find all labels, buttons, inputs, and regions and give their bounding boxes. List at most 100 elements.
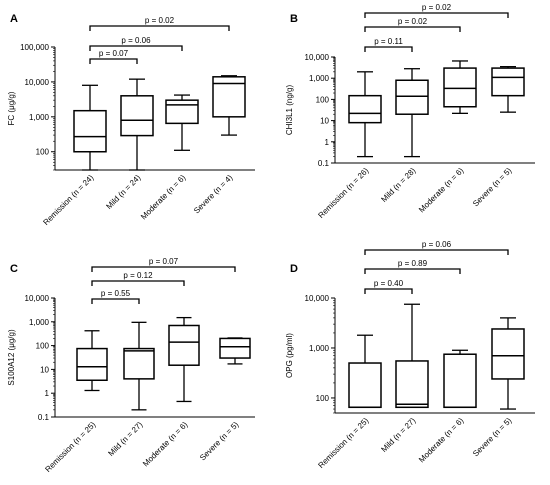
bracket-line bbox=[91, 298, 140, 304]
box-1 bbox=[348, 334, 382, 409]
bracket-line bbox=[89, 45, 183, 51]
box-iqr bbox=[443, 353, 477, 409]
y-tick-label: 0.1 bbox=[318, 159, 330, 168]
y-tick-label: 1 bbox=[45, 389, 50, 398]
x-category-label: Mild (n = 27) bbox=[106, 420, 144, 458]
comparison-bracket: p = 0.07 bbox=[91, 257, 236, 272]
box-3 bbox=[168, 316, 200, 403]
comparison-bracket: p = 0.89 bbox=[364, 259, 461, 274]
x-category-label: Severe (n = 5) bbox=[471, 166, 514, 209]
x-category-label: Mild (n = 27) bbox=[379, 416, 417, 454]
y-tick-label: 1 bbox=[325, 138, 330, 147]
box-iqr bbox=[348, 94, 382, 124]
panel-letter: B bbox=[290, 13, 298, 25]
comparison-bracket: p = 0.06 bbox=[89, 36, 183, 51]
x-category-label: Remission (n = 25) bbox=[316, 416, 370, 470]
x-category-label: Mild (n = 28) bbox=[379, 166, 417, 204]
y-tick-label: 100 bbox=[36, 342, 50, 351]
y-tick-label: 1,000 bbox=[29, 318, 50, 327]
y-tick-label: 10,000 bbox=[305, 294, 330, 303]
box-1 bbox=[348, 71, 382, 158]
x-category-label: Severe (n = 4) bbox=[192, 173, 235, 216]
comparison-bracket: p = 0.02 bbox=[364, 17, 461, 32]
box-iqr bbox=[168, 324, 200, 366]
p-value-label: p = 0.11 bbox=[374, 37, 403, 46]
p-value-label: p = 0.40 bbox=[374, 279, 404, 288]
comparison-bracket: p = 0.55 bbox=[91, 289, 140, 304]
bracket-line bbox=[364, 249, 509, 255]
box-2 bbox=[395, 68, 429, 158]
bracket-line bbox=[91, 280, 185, 286]
box-2 bbox=[123, 321, 155, 411]
y-axis-label: FC (μg/g) bbox=[7, 91, 16, 125]
x-category-label: Mild (n = 24) bbox=[104, 173, 142, 211]
box-iqr bbox=[73, 109, 107, 153]
box-4 bbox=[212, 75, 246, 136]
p-value-label: p = 0.06 bbox=[121, 36, 151, 45]
panel-d: D 100 1,000 10,000 OPG (pg/ml) Remission (n =… bbox=[285, 240, 535, 470]
y-tick-label: 1,000 bbox=[309, 344, 330, 353]
p-value-label: p = 0.07 bbox=[99, 49, 129, 58]
box-iqr bbox=[491, 67, 525, 97]
x-category-label: Severe (n = 5) bbox=[471, 416, 514, 459]
box-4 bbox=[491, 317, 525, 410]
p-value-label: p = 0.06 bbox=[422, 240, 452, 249]
y-axis-label: OPG (pg/ml) bbox=[285, 333, 294, 378]
box-iqr bbox=[120, 95, 154, 137]
comparison-bracket: p = 0.40 bbox=[364, 279, 413, 294]
y-tick-label: 1,000 bbox=[309, 74, 330, 83]
y-tick-label: 10 bbox=[40, 365, 49, 374]
bracket-line bbox=[91, 266, 236, 272]
box-iqr bbox=[395, 360, 429, 409]
y-tick-label: 10 bbox=[320, 117, 329, 126]
y-tick-label: 0.1 bbox=[38, 413, 50, 422]
y-tick-label: 100 bbox=[36, 148, 50, 157]
box-iqr bbox=[395, 79, 429, 115]
box-3 bbox=[165, 94, 199, 151]
y-tick-label: 10,000 bbox=[25, 78, 50, 87]
x-category-label: Remission (n = 24) bbox=[41, 173, 95, 227]
comparison-bracket: p = 0.11 bbox=[364, 37, 413, 52]
y-tick-label: 100 bbox=[316, 95, 330, 104]
p-value-label: p = 0.02 bbox=[398, 17, 428, 26]
panel-b: B 0.1 1 10 100 1,000 10,000 CHI3L1 (ng/g) Remiss… bbox=[285, 3, 535, 220]
p-value-label: p = 0.55 bbox=[101, 289, 131, 298]
panel-c: C 0.1 1 10 100 1,000 10,000 S100A12 (μg/g) Remis… bbox=[7, 257, 255, 474]
y-tick-label: 10,000 bbox=[305, 53, 330, 62]
x-category-label: Moderate (n = 6) bbox=[139, 173, 188, 222]
comparison-bracket: p = 0.12 bbox=[91, 271, 185, 286]
bracket-line bbox=[89, 58, 138, 64]
panel-a: A 100 1,000 10,000 100,000 FC (μg/g) Remission… bbox=[7, 13, 255, 227]
box-iqr bbox=[348, 362, 382, 409]
y-tick-label: 1,000 bbox=[29, 113, 50, 122]
x-category-label: Remission (n = 25) bbox=[43, 420, 97, 474]
p-value-label: p = 0.02 bbox=[422, 3, 452, 12]
box-iqr bbox=[219, 337, 251, 359]
bracket-line bbox=[364, 26, 461, 32]
box-3 bbox=[443, 60, 477, 114]
y-tick-label: 10,000 bbox=[25, 294, 50, 303]
panel-letter: A bbox=[10, 13, 18, 25]
panel-letter: D bbox=[290, 263, 298, 275]
p-value-label: p = 0.07 bbox=[149, 257, 179, 266]
box-3 bbox=[443, 349, 477, 409]
y-axis-label: CHI3L1 (ng/g) bbox=[285, 85, 294, 136]
box-4 bbox=[491, 66, 525, 113]
box-1 bbox=[76, 330, 108, 392]
box-iqr bbox=[165, 99, 199, 125]
box-iqr bbox=[76, 347, 108, 382]
y-tick-label: 100 bbox=[316, 394, 330, 403]
box-iqr bbox=[491, 328, 525, 380]
box-iqr bbox=[443, 67, 477, 108]
comparison-bracket: p = 0.02 bbox=[364, 3, 509, 18]
x-category-label: Severe (n = 5) bbox=[198, 420, 241, 463]
box-4 bbox=[219, 337, 251, 365]
bracket-line bbox=[89, 25, 230, 31]
bracket-line bbox=[364, 12, 509, 18]
x-category-label: Moderate (n = 6) bbox=[141, 420, 190, 469]
x-category-label: Moderate (n = 6) bbox=[417, 166, 466, 215]
p-value-label: p = 0.89 bbox=[398, 259, 428, 268]
x-category-label: Remission (n = 26) bbox=[316, 166, 370, 220]
p-value-label: p = 0.02 bbox=[145, 16, 175, 25]
